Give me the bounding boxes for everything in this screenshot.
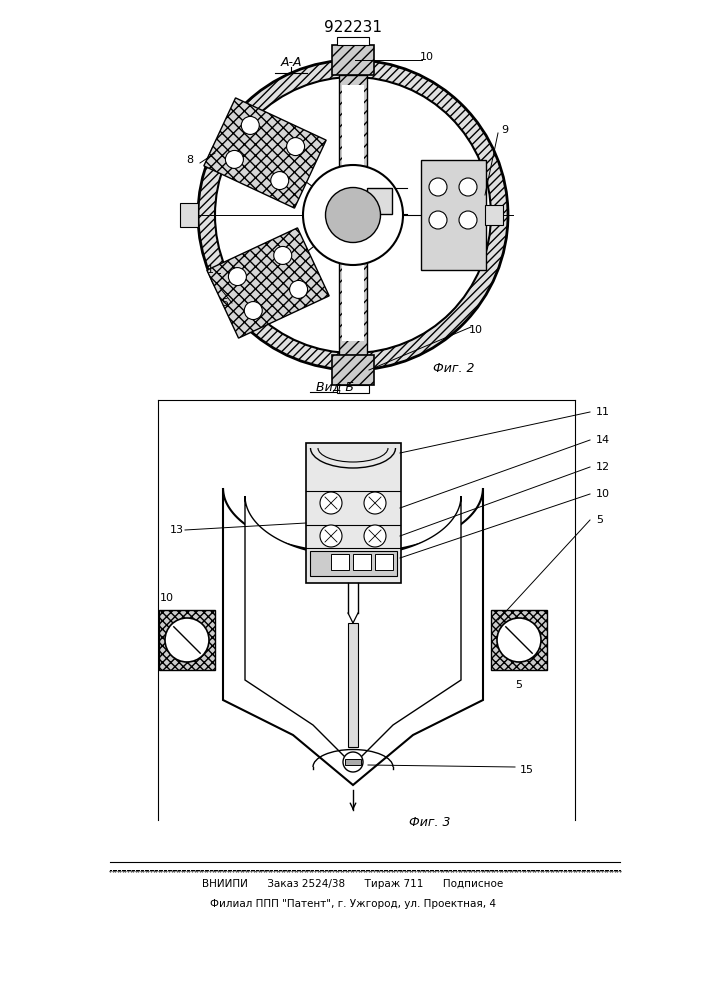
Text: 15: 15 — [520, 765, 534, 775]
Circle shape — [325, 188, 380, 242]
Bar — [337, 385, 369, 393]
Bar — [375, 554, 393, 570]
Circle shape — [459, 211, 477, 229]
Text: 1: 1 — [206, 265, 214, 275]
Bar — [348, 623, 358, 747]
Polygon shape — [204, 98, 326, 208]
Circle shape — [271, 172, 288, 190]
Bar — [345, 759, 361, 765]
Circle shape — [320, 525, 342, 547]
Bar — [353, 554, 371, 570]
Bar — [332, 45, 374, 75]
Text: 12: 12 — [596, 462, 610, 472]
Circle shape — [459, 178, 477, 196]
Text: 922231: 922231 — [324, 20, 382, 35]
Circle shape — [429, 178, 447, 196]
Circle shape — [320, 492, 342, 514]
Circle shape — [226, 150, 243, 168]
Bar — [180, 203, 198, 227]
Text: Фиг. 2: Фиг. 2 — [433, 361, 474, 374]
Bar — [491, 610, 547, 670]
Text: 5: 5 — [515, 680, 522, 690]
Circle shape — [244, 302, 262, 320]
Text: А-А: А-А — [280, 55, 302, 68]
Polygon shape — [207, 228, 329, 338]
Circle shape — [165, 618, 209, 662]
Circle shape — [429, 211, 447, 229]
Bar — [421, 160, 486, 270]
Circle shape — [364, 525, 386, 547]
Circle shape — [497, 618, 541, 662]
Circle shape — [343, 752, 363, 772]
Text: Фиг. 3: Фиг. 3 — [409, 816, 451, 830]
Text: 5: 5 — [596, 515, 603, 525]
Bar — [310, 551, 397, 576]
Polygon shape — [245, 496, 461, 765]
Bar — [339, 75, 367, 355]
Circle shape — [274, 246, 292, 264]
Text: 5: 5 — [221, 298, 228, 308]
Circle shape — [215, 77, 491, 353]
Circle shape — [290, 280, 308, 298]
Text: 8: 8 — [187, 155, 194, 165]
Polygon shape — [223, 488, 483, 785]
Circle shape — [198, 60, 508, 370]
Bar — [485, 205, 503, 225]
Text: 14: 14 — [596, 435, 610, 445]
Bar — [331, 554, 349, 570]
Circle shape — [286, 138, 305, 156]
Bar — [306, 443, 401, 583]
Text: ВНИИПИ      Заказ 2524/38      Тираж 711      Подписное: ВНИИПИ Заказ 2524/38 Тираж 711 Подписное — [202, 879, 503, 889]
Bar — [342, 85, 364, 341]
Circle shape — [364, 492, 386, 514]
Text: Вид Б: Вид Б — [316, 380, 354, 393]
Text: 10: 10 — [469, 325, 483, 335]
Text: Филиал ППП "Патент", г. Ужгород, ул. Проектная, 4: Филиал ППП "Патент", г. Ужгород, ул. Про… — [210, 899, 496, 909]
Text: 9: 9 — [501, 125, 508, 135]
Bar — [367, 188, 392, 214]
Bar — [332, 355, 374, 385]
Circle shape — [303, 165, 403, 265]
Circle shape — [241, 116, 259, 134]
Bar — [337, 37, 369, 45]
Text: 10: 10 — [420, 52, 434, 62]
Text: 13: 13 — [170, 525, 184, 535]
Bar — [159, 610, 215, 670]
Text: 10: 10 — [596, 489, 610, 499]
Text: 10: 10 — [160, 593, 174, 603]
Circle shape — [228, 268, 247, 286]
Text: 11: 11 — [596, 407, 610, 417]
